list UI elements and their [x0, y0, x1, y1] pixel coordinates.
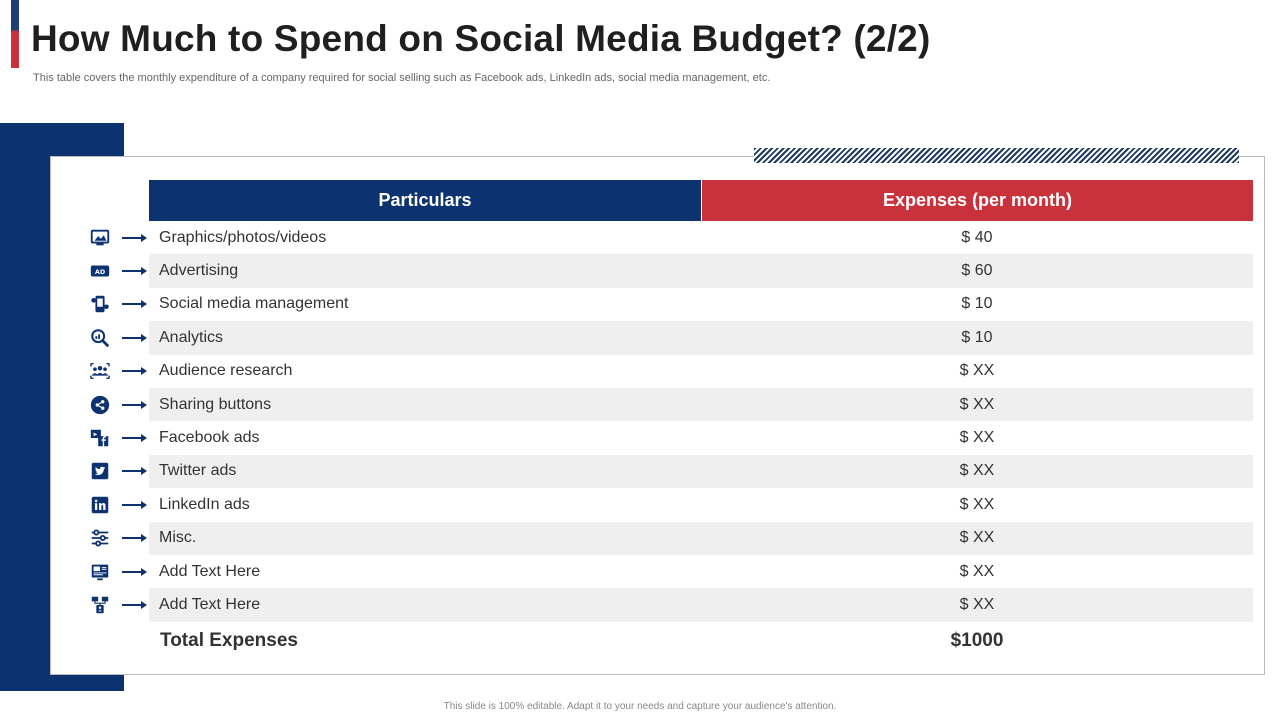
cell-particular: Social media management	[159, 295, 349, 313]
row-arrow	[122, 400, 147, 409]
table-row: Advertising $ 60	[149, 254, 1253, 288]
table-body: Graphics/photos/videos $ 40 Advertising $ …	[149, 221, 1253, 622]
cell-particular: Add Text Here	[159, 595, 261, 613]
table-row: Audience research $ XX	[149, 355, 1253, 388]
cell-particular: Audience research	[159, 362, 293, 380]
row-arrow	[122, 300, 147, 309]
header-particulars: Particulars	[149, 180, 701, 221]
cell-particular: LinkedIn ads	[159, 495, 250, 513]
sliders-icon	[84, 522, 116, 555]
cell-particular: Graphics/photos/videos	[159, 228, 327, 246]
row-arrow	[122, 433, 147, 442]
total-value: $1000	[950, 629, 1004, 651]
table-row: Misc. $ XX	[149, 521, 1253, 555]
row-arrow	[122, 266, 147, 275]
row-arrow	[122, 467, 147, 476]
table-row: LinkedIn ads $ XX	[149, 488, 1253, 521]
icon-row	[84, 321, 148, 354]
network-icon	[84, 588, 116, 621]
row-arrow	[122, 333, 147, 342]
cell-expense: $ XX	[959, 462, 995, 480]
cell-particular: Misc.	[159, 529, 197, 547]
icon-row: AD	[84, 254, 148, 287]
title-accent-bar	[11, 0, 19, 68]
cell-expense: $ XX	[959, 362, 995, 380]
row-arrow	[122, 567, 147, 576]
cell-expense: $ 60	[961, 262, 993, 280]
audience-icon	[84, 355, 116, 388]
page-title: How Much to Spend on Social Media Budget…	[31, 18, 931, 59]
table-total-row: Total Expenses $1000	[149, 622, 1253, 660]
cell-particular: Analytics	[159, 328, 224, 346]
icon-row	[84, 221, 148, 254]
table-row: Analytics $ 10	[149, 321, 1253, 355]
table-header: Particulars Expenses (per month)	[149, 180, 1253, 221]
icon-row	[84, 522, 148, 555]
analytics-icon	[84, 321, 116, 354]
media-icon	[84, 555, 116, 588]
cell-expense: $ XX	[959, 529, 995, 547]
cell-particular: Facebook ads	[159, 429, 260, 447]
table-row: Graphics/photos/videos $ 40	[149, 221, 1253, 254]
linkedin-icon	[84, 488, 116, 521]
facebook-icon	[84, 421, 116, 454]
row-arrow	[122, 367, 147, 376]
cell-particular: Advertising	[159, 262, 239, 280]
cell-expense: $ 10	[961, 295, 993, 313]
icon-row	[84, 388, 148, 421]
graphics-icon	[84, 221, 116, 254]
cell-particular: Sharing buttons	[159, 395, 272, 413]
decorative-hatch	[754, 148, 1239, 163]
svg-text:AD: AD	[95, 268, 105, 276]
icon-row	[84, 588, 148, 621]
total-label: Total Expenses	[160, 629, 298, 651]
table-row: Add Text Here $ XX	[149, 588, 1253, 622]
page-subtitle: This table covers the monthly expenditur…	[33, 72, 771, 84]
row-arrow	[122, 534, 147, 543]
cell-expense: $ XX	[959, 495, 995, 513]
cell-particular: Add Text Here	[159, 562, 261, 580]
icon-row	[84, 555, 148, 588]
cell-particular: Twitter ads	[159, 462, 237, 480]
ad-icon: AD	[84, 254, 116, 287]
icon-row	[84, 421, 148, 454]
row-arrow	[122, 600, 147, 609]
icon-row	[84, 488, 148, 521]
table-row: Facebook ads $ XX	[149, 421, 1253, 454]
cell-expense: $ XX	[959, 395, 995, 413]
cell-expense: $ 10	[961, 328, 993, 346]
row-arrow	[122, 500, 147, 509]
icon-row	[84, 355, 148, 388]
footer-note: This slide is 100% editable. Adapt it to…	[443, 701, 837, 712]
share-icon	[84, 388, 116, 421]
table-row: Twitter ads $ XX	[149, 454, 1253, 489]
cell-expense: $ XX	[959, 562, 995, 580]
icon-row	[84, 288, 148, 321]
table-row: Social media management $ 10	[149, 288, 1253, 321]
row-arrow	[122, 233, 147, 242]
twitter-icon	[84, 455, 116, 488]
cell-expense: $ XX	[959, 429, 995, 447]
cell-expense: $ 40	[961, 228, 993, 246]
table-row: Sharing buttons $ XX	[149, 387, 1253, 422]
budget-table: Particulars Expenses (per month) Graphic…	[149, 180, 1253, 660]
icon-row	[84, 455, 148, 488]
header-expenses: Expenses (per month)	[701, 180, 1253, 221]
table-row: Add Text Here $ XX	[149, 555, 1253, 588]
cell-expense: $ XX	[959, 595, 995, 613]
management-icon	[84, 288, 116, 321]
